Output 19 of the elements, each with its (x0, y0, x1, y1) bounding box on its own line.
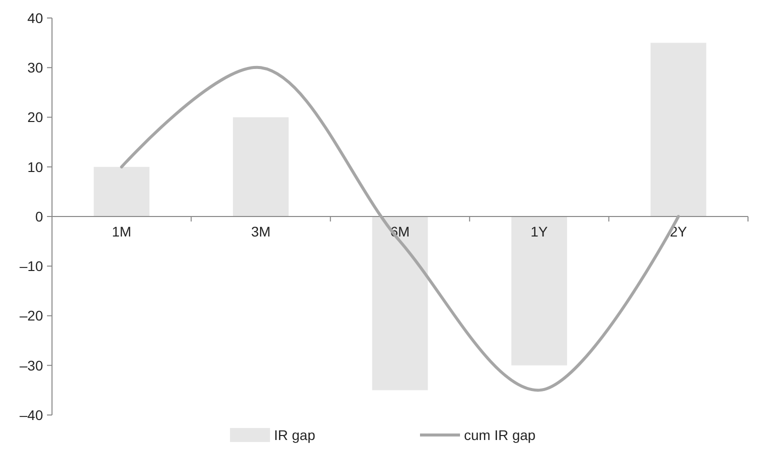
y-tick-label: –40 (20, 406, 44, 423)
y-tick-label: –20 (20, 308, 44, 324)
y-tick-label: 40 (27, 10, 44, 26)
legend-label: cum IR gap (464, 426, 536, 443)
x-tick-label: 3M (251, 224, 271, 240)
bar (372, 216, 428, 390)
bar (232, 117, 289, 216)
legend-label: IR gap (274, 426, 316, 443)
x-tick-label: 1M (112, 224, 132, 240)
y-tick-label: 30 (27, 60, 44, 76)
y-tick-label: 10 (27, 158, 44, 175)
bar (94, 166, 150, 216)
bar (650, 42, 706, 216)
x-tick-label: 1Y (530, 224, 548, 240)
y-tick-label: 20 (27, 109, 44, 126)
y-tick-label: –10 (20, 258, 44, 274)
bar (511, 216, 568, 366)
y-tick-label: –30 (20, 357, 44, 374)
y-tick-label: 0 (35, 208, 44, 224)
